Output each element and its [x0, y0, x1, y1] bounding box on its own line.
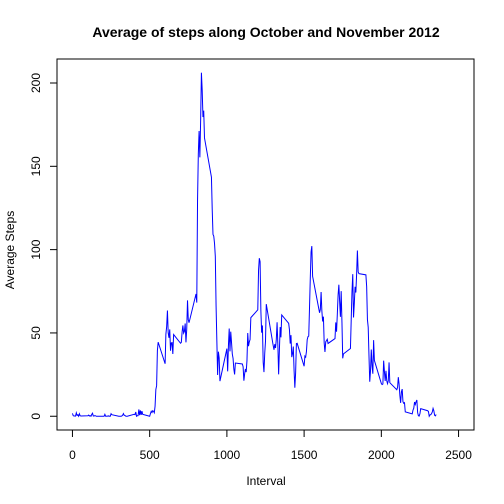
x-axis-label: Interval: [246, 474, 285, 488]
data-line: [71, 72, 437, 418]
plot-frame: [56, 58, 475, 431]
chart-title: Average of steps along October and Novem…: [92, 24, 439, 40]
x-tick-label: 0: [69, 448, 76, 462]
y-tick-label: 200: [29, 73, 43, 93]
x-tick-label: 2000: [368, 448, 395, 462]
x-tick-label: 1500: [291, 448, 318, 462]
y-axis-label: Average Steps: [3, 211, 17, 290]
y-tick-label: 150: [29, 156, 43, 176]
y-tick-label: 0: [29, 413, 43, 420]
x-tick-label: 500: [140, 448, 160, 462]
y-tick-label: 50: [29, 326, 43, 340]
x-tick-label: 1000: [214, 448, 241, 462]
x-tick-label: 2500: [445, 448, 472, 462]
y-tick-label: 100: [29, 239, 43, 259]
